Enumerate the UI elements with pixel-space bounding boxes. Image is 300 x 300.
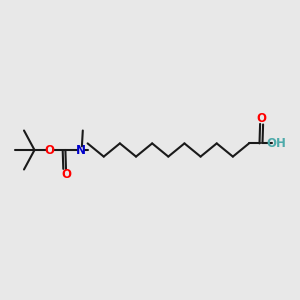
Text: O: O xyxy=(61,168,71,181)
Text: OH: OH xyxy=(266,137,286,150)
Text: N: N xyxy=(76,143,86,157)
Text: O: O xyxy=(256,112,266,125)
Text: O: O xyxy=(44,143,55,157)
